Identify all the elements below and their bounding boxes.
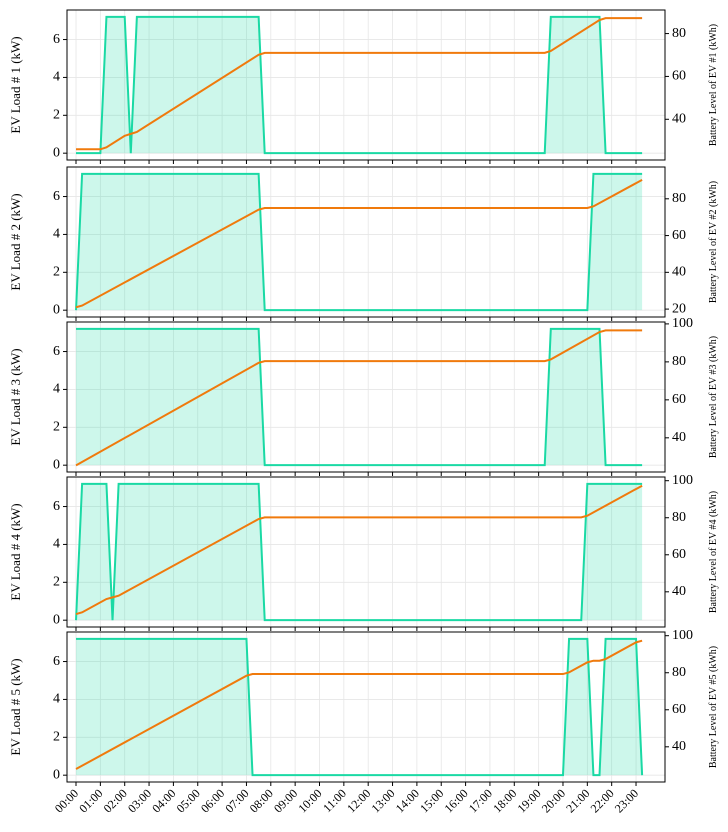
x-tick-label: 11:00 [320,786,349,815]
x-tick-label: 13:00 [368,786,397,815]
x-tick-label: 08:00 [247,786,276,815]
y-tick-label: 4 [53,382,60,397]
line [75,482,643,622]
y-tick-label: 6 [53,32,60,47]
x-tick-label: 03:00 [125,786,154,815]
y-axis-label: EV Load # 5 (kW) [8,658,23,755]
plot-frame [66,631,666,783]
x-tick-label: 04:00 [149,786,178,815]
y-tick-label: 6 [53,499,60,514]
line [76,327,643,467]
x-tick-label: 18:00 [490,786,519,815]
y2-tick-label: 40 [672,265,686,280]
line [75,484,643,616]
y-tick-label: 6 [53,654,60,669]
y2-tick-label: 40 [672,584,686,599]
y-tick-label: 2 [53,265,60,280]
y-tick-label: 0 [53,612,60,627]
y-tick-label: 0 [53,145,60,160]
y-tick-label: 2 [53,730,60,745]
y2-axis-label: Battery Level of EV #1 (kWh) [708,24,719,146]
x-tick-label: 17:00 [466,786,495,815]
plot-frame [66,321,666,473]
line [75,178,643,309]
x-tick-label: 21:00 [563,786,592,815]
y2-tick-label: 80 [672,191,686,206]
y-axis-label: EV Load # 2 (kW) [8,193,23,290]
subplot: 0 2 4 6 20 40 60 80 EV Load # 2 (kW) Battery Leve… [8,166,719,321]
x-tick-label: 07:00 [222,786,251,815]
y-tick-label: 4 [53,227,60,242]
y2-axis-label: Battery Level of EV #2 (kWh) [708,181,719,303]
y-tick-label: 6 [53,344,60,359]
x-tick-label: 01:00 [76,786,105,815]
x-tick-label: 02:00 [101,786,130,815]
y-tick-label: 6 [53,189,60,204]
area [76,328,643,466]
y-tick-label: 0 [53,457,60,472]
y-tick-label: 4 [53,692,60,707]
y2-tick-label: 20 [672,301,686,316]
x-tick-label: 12:00 [344,786,373,815]
y-tick-label: 2 [53,575,60,590]
x-tick-label: 05:00 [174,786,203,815]
x-tick-label: 19:00 [515,786,544,815]
x-tick-label: 22:00 [588,786,617,815]
y2-tick-label: 80 [672,354,686,369]
y2-tick-label: 60 [672,69,686,84]
y2-tick-label: 60 [672,392,686,407]
x-tick-label: 15:00 [417,786,446,815]
y2-tick-label: 100 [672,473,693,488]
area [76,16,643,154]
y2-tick-label: 60 [672,547,686,562]
x-tick-label: 16:00 [441,786,470,815]
line [76,637,644,777]
y2-axis-label: Battery Level of EV #5 (kWh) [708,646,719,768]
x-tick-label: 23:00 [612,786,641,815]
y-tick-label: 0 [53,767,60,782]
x-tick-label: 20:00 [539,786,568,815]
area [76,173,643,311]
y2-axis-label: Battery Level of EV #4 (kWh) [708,491,719,613]
y2-tick-label: 40 [672,112,686,127]
subplot: 0 2 4 6 40 60 80 EV Load # 1 (kW) Battery Level … [8,9,719,164]
y2-tick-label: 60 [672,228,686,243]
y-axis-label: EV Load # 4 (kW) [8,503,23,600]
line [75,172,643,312]
plot-frame [66,476,666,628]
x-tick-label: 10:00 [295,786,324,815]
line [76,17,643,151]
y-tick-label: 2 [53,108,60,123]
y2-tick-label: 100 [672,316,693,331]
subplot: 0 2 4 6 40 60 80 100 EV Load # 4 (kW) Battery Lev… [8,473,719,631]
subplot: 0 2 4 6 40 60 80 100 EV Load # 3 (kW) Battery Lev… [8,316,719,476]
y-tick-label: 4 [53,70,60,85]
subplot: 00:0001:0002:0003:0004:0005:0006:0007:00… [8,628,719,816]
y-tick-label: 4 [53,537,60,552]
x-tick-label: 00:00 [52,786,81,815]
y-tick-label: 0 [53,302,60,317]
x-tick-label: 14:00 [393,786,422,815]
line [76,15,643,155]
y-tick-label: 2 [53,420,60,435]
y2-tick-label: 80 [672,665,686,680]
plot-frame [66,9,666,161]
plot-frame [66,166,666,318]
y-axis-label: EV Load # 3 (kW) [8,348,23,445]
area [76,483,643,621]
x-tick-label: 06:00 [198,786,227,815]
y2-tick-label: 100 [672,628,693,643]
y2-tick-label: 40 [672,739,686,754]
y2-tick-label: 60 [672,702,686,717]
y2-tick-label: 80 [672,510,686,525]
y2-tick-label: 40 [672,430,686,445]
y-axis-label: EV Load # 1 (kW) [8,36,23,133]
line [75,639,643,770]
x-tick-label: 09:00 [271,786,300,815]
area [76,638,643,776]
y2-axis-label: Battery Level of EV #3 (kWh) [708,336,719,458]
y2-tick-label: 80 [672,26,686,41]
line [75,329,643,467]
